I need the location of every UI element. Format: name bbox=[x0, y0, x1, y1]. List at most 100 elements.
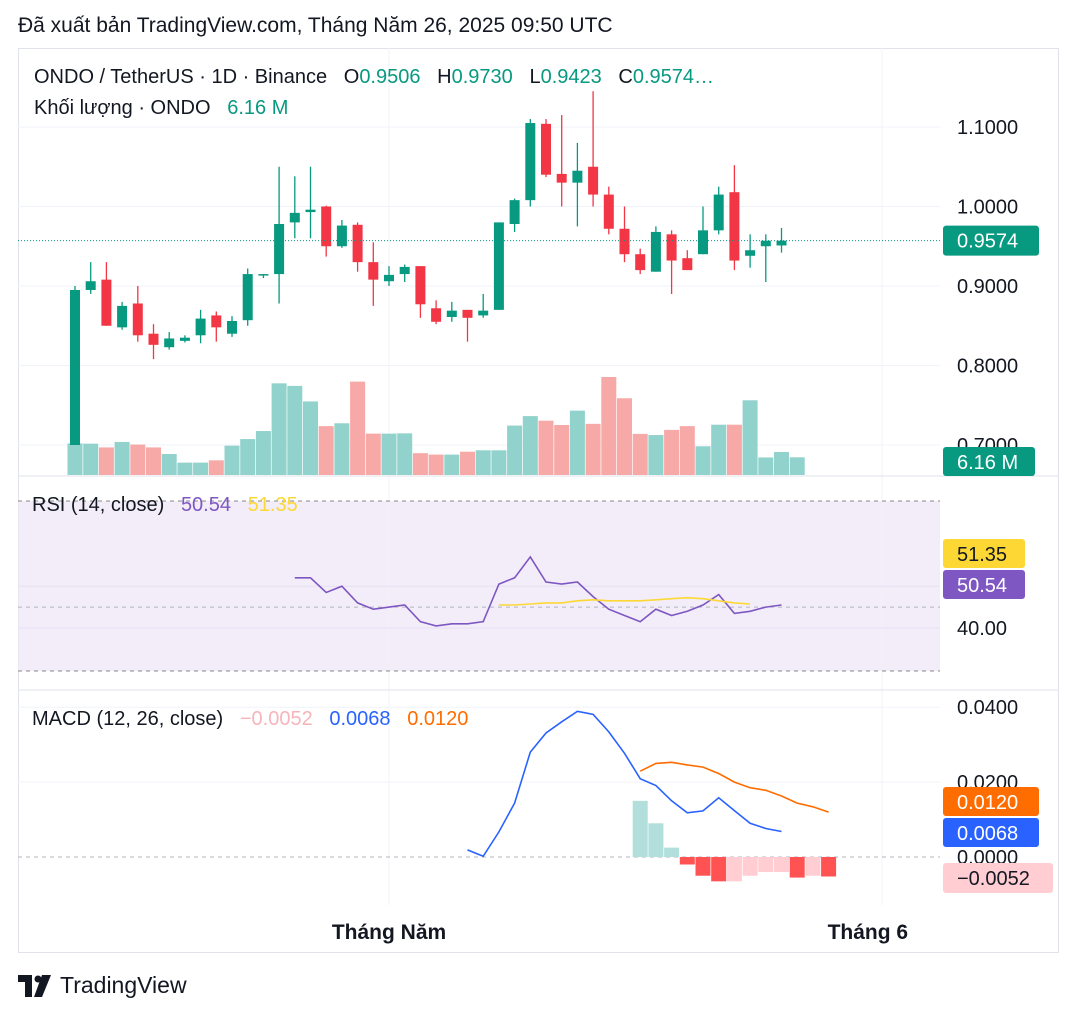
candle-body bbox=[384, 274, 394, 282]
macd-value: 0.0068 bbox=[329, 708, 391, 730]
high-value: 0.9730 bbox=[451, 66, 513, 88]
volume-bar bbox=[161, 454, 177, 475]
candle-body bbox=[415, 266, 426, 305]
volume-bar bbox=[146, 447, 161, 475]
candle-body bbox=[635, 254, 646, 271]
volume-bar bbox=[83, 443, 99, 475]
volume-bar bbox=[711, 424, 727, 475]
candle-body bbox=[195, 318, 206, 336]
candle-body bbox=[227, 320, 237, 334]
candle-body bbox=[541, 123, 551, 175]
macd-tag-label: 0.0068 bbox=[957, 823, 1018, 845]
macd-series-line-0 bbox=[467, 710, 782, 858]
macd-legend: MACD (12, 26, close) −0.0052 0.0068 0.01… bbox=[32, 708, 468, 731]
volume-bar bbox=[774, 452, 789, 475]
last-price-label: 0.9574 bbox=[957, 231, 1018, 253]
price-axis-tick: 0.8000 bbox=[957, 356, 1018, 378]
rsi-ma-tag bbox=[943, 539, 1025, 568]
volume-bar bbox=[648, 435, 664, 475]
volume-bar bbox=[444, 454, 460, 475]
price-axis-tick: 1.1000 bbox=[957, 117, 1018, 139]
histogram-tag bbox=[943, 863, 1053, 893]
volume-bar bbox=[679, 426, 695, 475]
candle-body bbox=[211, 315, 222, 328]
candle-body bbox=[760, 240, 771, 247]
volume-bar bbox=[632, 433, 648, 475]
volume-legend: Khối lượng · ONDO 6.16 M bbox=[34, 97, 288, 120]
macd-label: MACD (12, 26, close) bbox=[32, 708, 224, 730]
volume-tag bbox=[943, 447, 1035, 476]
candle-body bbox=[713, 194, 724, 231]
rsi-series-line-1 bbox=[498, 596, 751, 606]
volume-bar bbox=[758, 457, 774, 475]
open-label: O bbox=[343, 66, 360, 88]
symbol-label: ONDO / TetherUS · 1D · Binance bbox=[34, 66, 328, 88]
candle-body bbox=[493, 222, 504, 310]
brand-name: TradingView bbox=[60, 972, 187, 998]
volume-tag-label: 6.16 M bbox=[957, 452, 1018, 474]
candle-body bbox=[682, 258, 693, 271]
candle-body bbox=[603, 194, 614, 229]
rsi-label: RSI (14, close) bbox=[32, 494, 165, 516]
candle-body bbox=[572, 170, 583, 183]
volume-bar bbox=[601, 377, 617, 475]
rsi-ma-tag-label: 51.35 bbox=[957, 544, 1007, 566]
candle-body bbox=[352, 224, 363, 263]
volume-bar bbox=[318, 426, 334, 475]
x-axis-tick: Tháng 6 bbox=[828, 921, 909, 944]
candle-body bbox=[101, 279, 112, 326]
macd-histogram-bar bbox=[711, 857, 727, 882]
macd-histogram-bar bbox=[664, 847, 680, 857]
macd-axis-tick: 0.0400 bbox=[957, 697, 1018, 719]
macd-histogram-bar bbox=[774, 857, 789, 872]
rsi-tag bbox=[943, 570, 1025, 599]
candle-body bbox=[556, 173, 567, 183]
volume-bar bbox=[460, 451, 475, 475]
volume-bar bbox=[287, 385, 303, 475]
rsi-ma-value: 51.35 bbox=[247, 494, 298, 516]
open-value: 0.9506 bbox=[359, 66, 421, 88]
volume-bar bbox=[397, 433, 413, 475]
price-legend: ONDO / TetherUS · 1D · Binance O0.9506 H… bbox=[34, 66, 714, 89]
volume-bar bbox=[334, 423, 350, 475]
volume-bar bbox=[554, 424, 570, 475]
volume-bar bbox=[726, 424, 742, 475]
volume-value: 6.16 M bbox=[227, 97, 289, 119]
candle-body bbox=[274, 223, 285, 275]
candle-body bbox=[745, 250, 756, 256]
candle-body bbox=[462, 309, 473, 318]
low-value: 0.9423 bbox=[540, 66, 602, 88]
tradingview-brand[interactable]: TradingView bbox=[18, 972, 187, 999]
volume-bar bbox=[617, 398, 632, 475]
macd-series-line-1 bbox=[639, 761, 829, 813]
signal-tag bbox=[943, 787, 1039, 816]
candle-body bbox=[164, 338, 175, 348]
macd-histogram-bar bbox=[742, 857, 758, 876]
volume-bar bbox=[177, 462, 193, 475]
published-note: Đã xuất bản TradingView.com, Tháng Năm 2… bbox=[18, 14, 613, 37]
volume-bar bbox=[507, 425, 523, 475]
candle-body bbox=[666, 234, 677, 261]
volume-bar bbox=[412, 453, 428, 475]
candle-body bbox=[132, 303, 143, 336]
close-label: C bbox=[618, 66, 633, 88]
volume-bar bbox=[538, 420, 554, 475]
macd-histogram-bar bbox=[805, 857, 821, 876]
volume-bar bbox=[350, 381, 366, 475]
candle-body bbox=[446, 310, 457, 318]
candle-body bbox=[368, 262, 379, 280]
rsi-legend: RSI (14, close) 50.54 51.35 bbox=[32, 494, 298, 517]
volume-bar bbox=[271, 383, 287, 475]
volume-bar bbox=[428, 454, 444, 475]
macd-histogram-bar bbox=[758, 857, 774, 872]
candle-body bbox=[776, 240, 787, 246]
macd-hist-value: −0.0052 bbox=[239, 708, 313, 730]
volume-bar bbox=[193, 462, 209, 475]
macd-signal-value: 0.0120 bbox=[407, 708, 469, 730]
macd-histogram-bar bbox=[632, 800, 648, 857]
volume-bar bbox=[695, 446, 711, 475]
candle-body bbox=[70, 289, 80, 445]
volume-bar bbox=[98, 447, 114, 475]
high-label: H bbox=[437, 66, 452, 88]
